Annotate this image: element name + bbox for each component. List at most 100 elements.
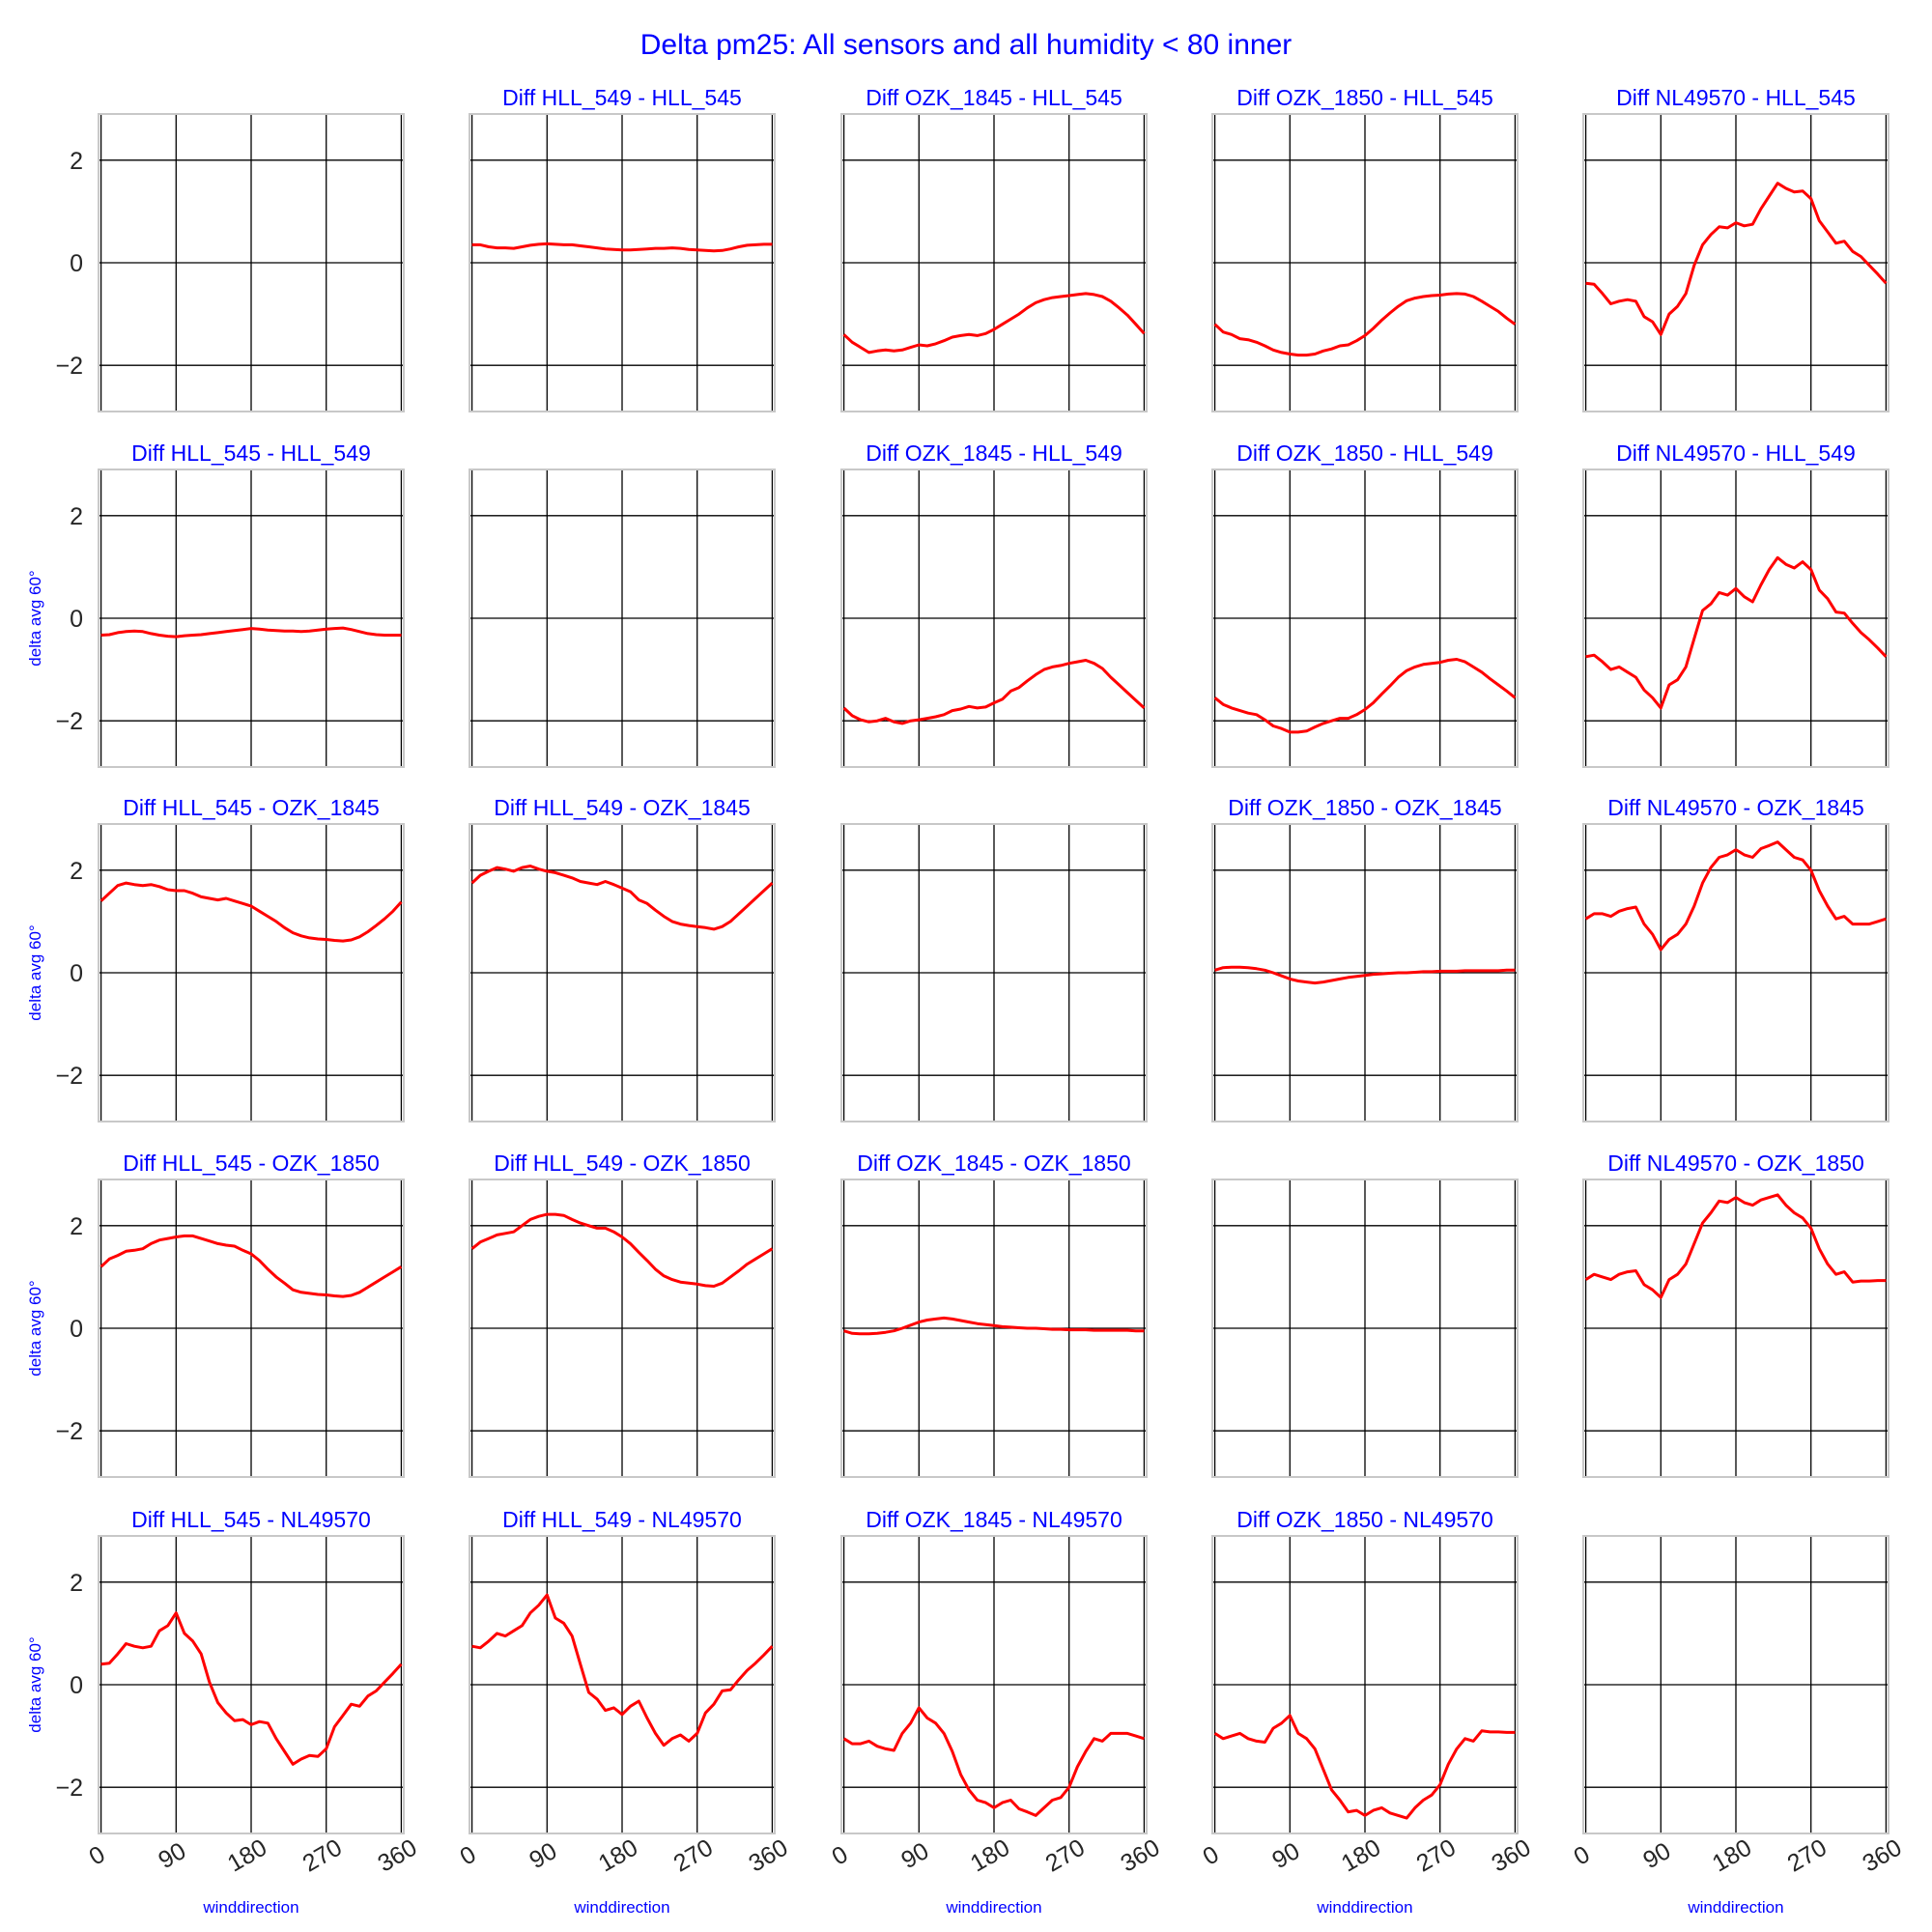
x-tick-label: 270 — [1412, 1834, 1461, 1878]
y-tick-label: −2 — [55, 1418, 83, 1445]
axes-frame — [840, 113, 1148, 412]
subplot-title: Diff OZK_1850 - OZK_1845 — [1228, 795, 1501, 820]
axes-frame — [1211, 823, 1519, 1122]
axes-frame — [1582, 1179, 1889, 1478]
axes-frame — [1582, 113, 1889, 412]
axes-frame — [469, 823, 776, 1122]
y-axis-label: delta avg 60° — [26, 1636, 44, 1732]
x-tick-label: 360 — [373, 1834, 421, 1878]
y-tick-label: 0 — [70, 606, 83, 633]
subplot-title: Diff HLL_549 - OZK_1845 — [494, 795, 751, 820]
x-axis-label: winddirection — [945, 1898, 1041, 1917]
x-tick-label: 0 — [1570, 1840, 1595, 1870]
subplot-title: Diff HLL_545 - NL49570 — [131, 1507, 371, 1532]
axes-frame — [1211, 469, 1519, 768]
series-line — [1213, 1714, 1516, 1820]
subplot-title: Diff OZK_1845 - HLL_545 — [866, 85, 1122, 110]
series-line — [1213, 658, 1517, 734]
y-tick-label: 2 — [70, 858, 83, 885]
y-tick-label: −2 — [55, 1775, 83, 1802]
figure-title: Delta pm25: All sensors and all humidity… — [639, 29, 1293, 61]
series-line — [100, 1611, 403, 1766]
axes-frame — [840, 823, 1148, 1122]
axes-frame — [469, 113, 776, 412]
subplot-title: Diff HLL_549 - HLL_545 — [502, 85, 742, 110]
x-tick-label: 270 — [298, 1834, 347, 1878]
x-tick-label: 90 — [525, 1837, 561, 1874]
subplot-title: Diff NL49570 - HLL_549 — [1616, 440, 1856, 466]
series-line — [1585, 182, 1888, 336]
x-axis-label: winddirection — [1316, 1898, 1412, 1917]
axes-frame — [469, 469, 776, 768]
axes-frame — [1582, 469, 1889, 768]
y-tick-label: −2 — [55, 1063, 83, 1090]
series-line — [1214, 965, 1516, 985]
axes-frame — [98, 1179, 405, 1478]
x-tick-label: 90 — [1267, 1837, 1304, 1874]
axes-frame — [1582, 823, 1889, 1122]
axes-frame — [98, 823, 405, 1122]
y-tick-label: 0 — [70, 250, 83, 277]
axes-frame — [98, 1535, 405, 1834]
y-tick-label: 0 — [70, 960, 83, 987]
x-tick-label: 0 — [456, 1840, 481, 1870]
subplot-title: Diff HLL_545 - OZK_1850 — [123, 1151, 380, 1176]
axes-frame — [1211, 113, 1519, 412]
subplot-title: Diff OZK_1845 - HLL_549 — [866, 440, 1122, 466]
x-tick-label: 180 — [1337, 1834, 1385, 1878]
x-tick-label: 0 — [85, 1840, 110, 1870]
x-tick-label: 270 — [669, 1834, 718, 1878]
x-tick-label: 360 — [744, 1834, 792, 1878]
subplot-title: Diff NL49570 - OZK_1850 — [1607, 1151, 1864, 1176]
x-tick-label: 180 — [594, 1834, 642, 1878]
y-tick-label: 2 — [70, 148, 83, 175]
axes-frame — [840, 1535, 1148, 1834]
series-line — [470, 865, 774, 931]
axes-frame — [1582, 1535, 1889, 1834]
series-line — [100, 626, 402, 639]
axes-frame — [469, 1179, 776, 1478]
series-line — [471, 242, 773, 253]
x-tick-label: 90 — [1638, 1837, 1675, 1874]
y-axis-label: delta avg 60° — [26, 924, 44, 1020]
subplot-title: Diff OZK_1850 - HLL_545 — [1236, 85, 1493, 110]
axes-frame — [98, 113, 405, 412]
x-axis-label: winddirection — [202, 1898, 298, 1917]
series-line — [99, 1234, 403, 1298]
subplot-title: Diff OZK_1845 - NL49570 — [866, 1507, 1122, 1532]
x-tick-label: 90 — [896, 1837, 933, 1874]
x-tick-label: 180 — [1708, 1834, 1756, 1878]
y-axis-label: delta avg 60° — [26, 1280, 44, 1376]
series-line — [842, 292, 1146, 355]
x-tick-label: 0 — [1199, 1840, 1224, 1870]
x-tick-label: 360 — [1858, 1834, 1906, 1878]
x-tick-label: 270 — [1783, 1834, 1832, 1878]
subplot-title: Diff NL49570 - OZK_1845 — [1607, 795, 1864, 820]
subplot-title: Diff HLL_549 - OZK_1850 — [494, 1151, 751, 1176]
series-line — [471, 1593, 774, 1747]
series-line — [1584, 1193, 1887, 1299]
series-line — [843, 1316, 1145, 1336]
y-tick-label: 2 — [70, 503, 83, 530]
y-tick-label: 2 — [70, 1570, 83, 1597]
axes-frame — [840, 469, 1148, 768]
x-tick-label: 360 — [1116, 1834, 1164, 1878]
subplot-title: Diff HLL_545 - HLL_549 — [131, 440, 371, 466]
subplot-title: Diff OZK_1850 - HLL_549 — [1236, 440, 1493, 466]
subplot-title: Diff NL49570 - HLL_545 — [1616, 85, 1856, 110]
series-line — [99, 881, 403, 943]
x-tick-label: 360 — [1487, 1834, 1535, 1878]
x-tick-label: 180 — [223, 1834, 271, 1878]
series-line — [1584, 840, 1887, 952]
y-tick-label: 0 — [70, 1316, 83, 1343]
subplot-title: Diff OZK_1845 - OZK_1850 — [857, 1151, 1130, 1176]
y-tick-label: 0 — [70, 1672, 83, 1699]
x-tick-label: 180 — [966, 1834, 1014, 1878]
x-axis-label: winddirection — [573, 1898, 669, 1917]
series-line — [1213, 292, 1517, 357]
y-axis-label: delta avg 60° — [26, 570, 44, 666]
axes-frame — [98, 469, 405, 768]
series-line — [470, 1212, 774, 1288]
subplot-title: Diff HLL_545 - OZK_1845 — [123, 795, 380, 820]
